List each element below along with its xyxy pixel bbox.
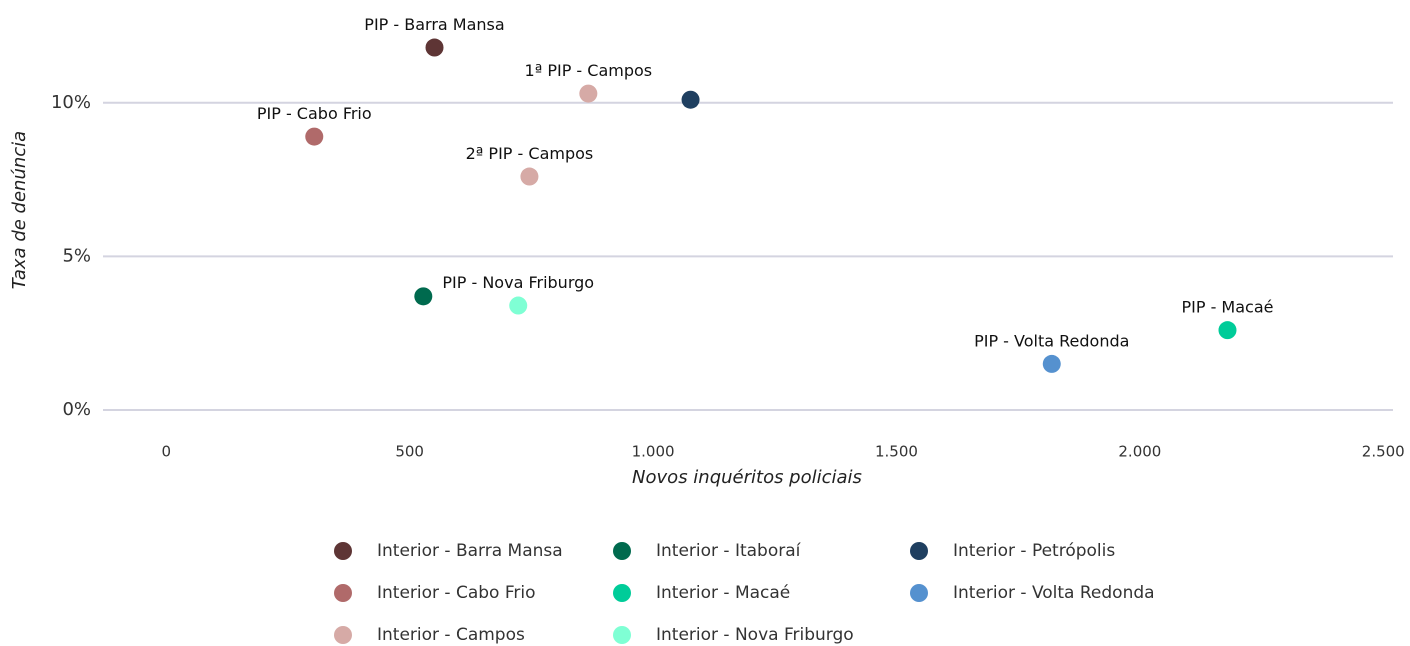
x-axis-title: Novos inquéritos policiais [632,467,862,488]
point [305,127,324,146]
point-label: PIP - Volta Redonda [974,331,1129,350]
point-label: 1ª PIP - Campos [525,61,653,80]
y-axis-title: Taxa de denúncia [9,131,30,289]
x-tick-label: 0 [162,443,172,461]
point-label: PIP - Cabo Frio [257,104,372,123]
point-label: PIP - Macaé [1181,298,1273,317]
legend-swatch [910,542,928,560]
legend-label: Interior - Volta Redonda [953,583,1155,603]
y-tick-label: 10% [51,92,91,113]
point [1042,354,1061,373]
point [509,296,528,315]
legend-label: Interior - Petrópolis [953,541,1115,561]
legend-label: Interior - Cabo Frio [377,583,536,603]
point [520,167,539,186]
legend-swatch [910,584,928,602]
legend-swatch [334,542,352,560]
x-tick-label: 1.000 [632,443,675,461]
legend-label: Interior - Barra Mansa [377,541,563,561]
x-tick-label: 2.500 [1362,443,1405,461]
point [1218,321,1237,340]
legend-swatch [334,584,352,602]
legend-swatch [613,542,631,560]
legend-swatch [334,626,352,644]
point [414,287,433,306]
x-tick-label: 2.000 [1118,443,1161,461]
point-label: 2ª PIP - Campos [466,144,594,163]
point-label: PIP - Barra Mansa [364,15,504,34]
legend-label: Interior - Nova Friburgo [656,625,854,645]
legend-swatch [613,584,631,602]
x-tick-label: 500 [395,443,424,461]
legend-label: Interior - Macaé [656,583,790,603]
legend-label: Interior - Campos [377,625,525,645]
point-label: PIP - Nova Friburgo [442,273,594,292]
x-tick-label: 1.500 [875,443,918,461]
point [579,84,598,103]
y-tick-label: 5% [62,245,91,266]
point [425,38,444,57]
y-tick-label: 0% [62,399,91,420]
point [681,90,700,109]
legend-swatch [613,626,631,644]
legend-label: Interior - Itaboraí [656,541,802,561]
